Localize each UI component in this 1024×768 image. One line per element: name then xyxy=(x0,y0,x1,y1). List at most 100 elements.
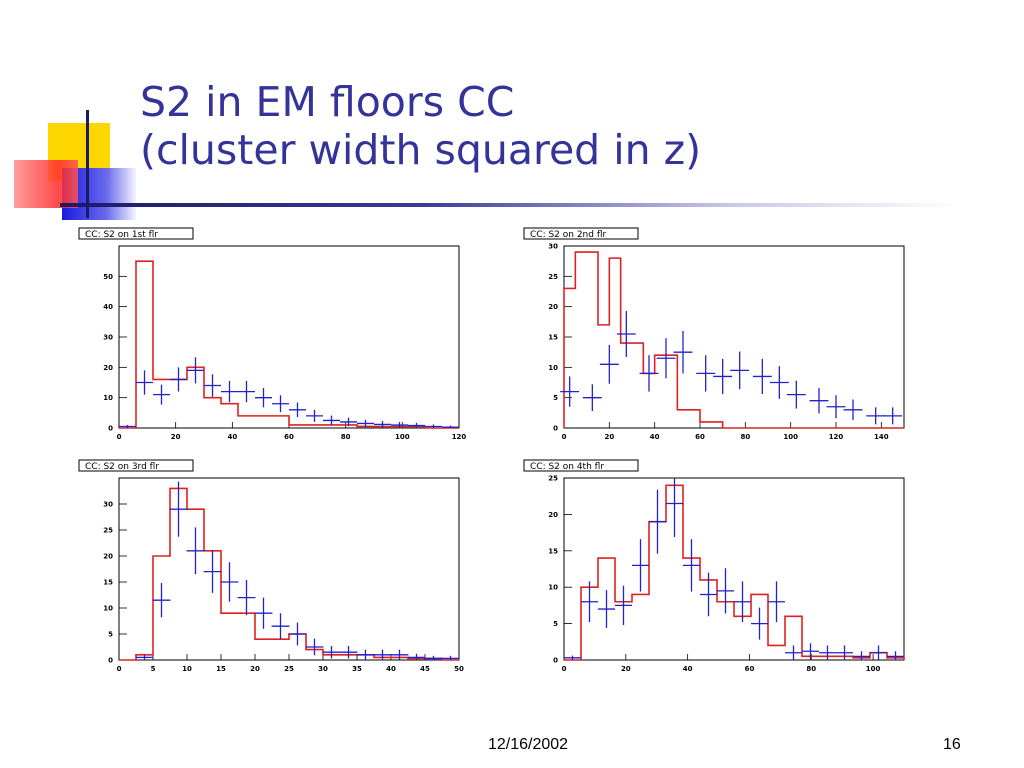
y-tick-label: 30 xyxy=(103,501,113,509)
y-tick-label: 10 xyxy=(548,364,558,372)
data-point xyxy=(866,407,886,425)
data-point xyxy=(221,380,238,403)
data-point xyxy=(582,384,602,412)
y-tick-label: 0 xyxy=(108,425,113,433)
data-point xyxy=(237,579,256,616)
x-tick-label: 10 xyxy=(182,665,192,673)
data-point xyxy=(153,384,170,405)
data-point xyxy=(649,489,666,554)
slide-title: S2 in EM floors CC (cluster width square… xyxy=(140,78,701,174)
data-point xyxy=(170,367,187,392)
histogram-4th-floor: CC: S2 on 4th flr 0 20 40 60 80 100 0 5 10 15 20 25 xyxy=(523,459,905,673)
x-tick-label: 15 xyxy=(216,665,226,673)
mc-histogram-line xyxy=(119,260,459,429)
data-point xyxy=(136,370,153,395)
chart-title-box xyxy=(523,459,639,472)
data-point xyxy=(853,651,870,660)
y-tick-label: 15 xyxy=(548,334,558,342)
x-tick-label: 20 xyxy=(250,665,260,673)
y-tick-label: 20 xyxy=(548,303,558,311)
x-tick-label: 0 xyxy=(117,665,122,673)
data-point xyxy=(186,527,205,575)
y-tick-label: 5 xyxy=(553,394,558,402)
data-point xyxy=(843,399,863,421)
title-line-2: (cluster width squared in z) xyxy=(140,126,702,174)
x-tick-label: 20 xyxy=(171,433,181,441)
y-tick-label: 0 xyxy=(108,657,113,665)
data-point xyxy=(441,655,460,660)
data-point xyxy=(220,562,239,602)
data-point xyxy=(656,338,676,379)
data-point xyxy=(322,645,341,659)
chart-title: CC: S2 on 2nd flr xyxy=(530,230,607,240)
y-tick-label: 5 xyxy=(108,631,113,639)
data-point xyxy=(357,419,374,428)
data-point xyxy=(323,415,340,426)
chart-panel-1: CC: S2 on 1st flr 0 20 40 60 80 100 120 0 10 20 30 4… xyxy=(75,226,475,450)
data-point xyxy=(632,539,649,592)
histogram-3rd-floor: CC: S2 on 3rd flr 0 5 10 15 20 25 30 35 40 45 50 0 5 1… xyxy=(78,459,464,673)
y-tick-label: 15 xyxy=(548,547,558,555)
x-tick-label: 30 xyxy=(318,665,328,673)
data-point xyxy=(598,590,615,628)
footer-page-number: 16 xyxy=(943,736,961,753)
data-point xyxy=(769,366,789,399)
x-tick-label: 0 xyxy=(562,433,567,441)
data-point xyxy=(442,425,459,428)
data-point xyxy=(356,649,375,660)
data-point xyxy=(666,478,683,537)
data-point xyxy=(288,622,307,646)
data-point xyxy=(271,613,290,640)
title-rule xyxy=(60,203,960,207)
data-point xyxy=(786,380,806,409)
chart-title-box xyxy=(78,227,194,240)
y-tick-label: 0 xyxy=(553,657,558,665)
data-point xyxy=(169,481,188,537)
y-tick-label: 25 xyxy=(548,475,558,483)
data-point xyxy=(306,409,323,422)
y-tick-label: 30 xyxy=(103,334,113,342)
y-tick-label: 20 xyxy=(548,511,558,519)
data-point xyxy=(425,424,442,428)
title-line-1: S2 in EM floors CC xyxy=(140,78,515,126)
mc-histogram-line xyxy=(564,484,905,661)
data-point xyxy=(560,376,580,407)
histogram-1st-floor: CC: S2 on 1st flr 0 20 40 60 80 100 120 0 10 20 30 4… xyxy=(78,227,467,441)
data-point xyxy=(255,387,272,408)
x-tick-label: 60 xyxy=(695,433,705,441)
y-tick-label: 20 xyxy=(103,364,113,372)
plot-frame xyxy=(563,477,905,661)
data-point xyxy=(203,550,222,593)
chart-panel-2: CC: S2 on 2nd flr 0 20 40 60 80 100 120 140 0 5 10 1… xyxy=(520,226,920,450)
y-tick-label: 10 xyxy=(103,394,113,402)
x-tick-label: 60 xyxy=(284,433,294,441)
chart-title-box xyxy=(523,227,639,240)
chart-title-box xyxy=(78,459,194,472)
chart-panel-3: CC: S2 on 3rd flr 0 5 10 15 20 25 30 35 40 45 50 0 5 1… xyxy=(75,458,475,682)
data-point xyxy=(730,351,750,390)
data-point xyxy=(424,655,443,660)
x-tick-label: 0 xyxy=(562,665,567,673)
data-point xyxy=(238,380,255,403)
data-point xyxy=(819,645,836,660)
x-tick-label: 40 xyxy=(386,665,396,673)
x-tick-label: 120 xyxy=(829,433,844,441)
data-point xyxy=(390,649,409,660)
y-tick-label: 0 xyxy=(553,425,558,433)
data-point xyxy=(883,407,903,425)
chart-title: CC: S2 on 3rd flr xyxy=(85,462,159,472)
data-point xyxy=(887,651,904,660)
data-point xyxy=(768,581,785,623)
x-tick-label: 40 xyxy=(650,433,660,441)
y-tick-label: 50 xyxy=(103,273,113,281)
y-tick-label: 5 xyxy=(553,620,558,628)
data-point xyxy=(734,581,751,623)
data-point xyxy=(204,374,221,397)
data-point xyxy=(599,344,619,384)
decor-vertical-line xyxy=(86,110,89,218)
x-tick-label: 0 xyxy=(117,433,122,441)
data-point xyxy=(187,357,204,384)
data-point xyxy=(305,638,324,656)
data-point xyxy=(870,645,887,660)
x-tick-label: 120 xyxy=(452,433,467,441)
